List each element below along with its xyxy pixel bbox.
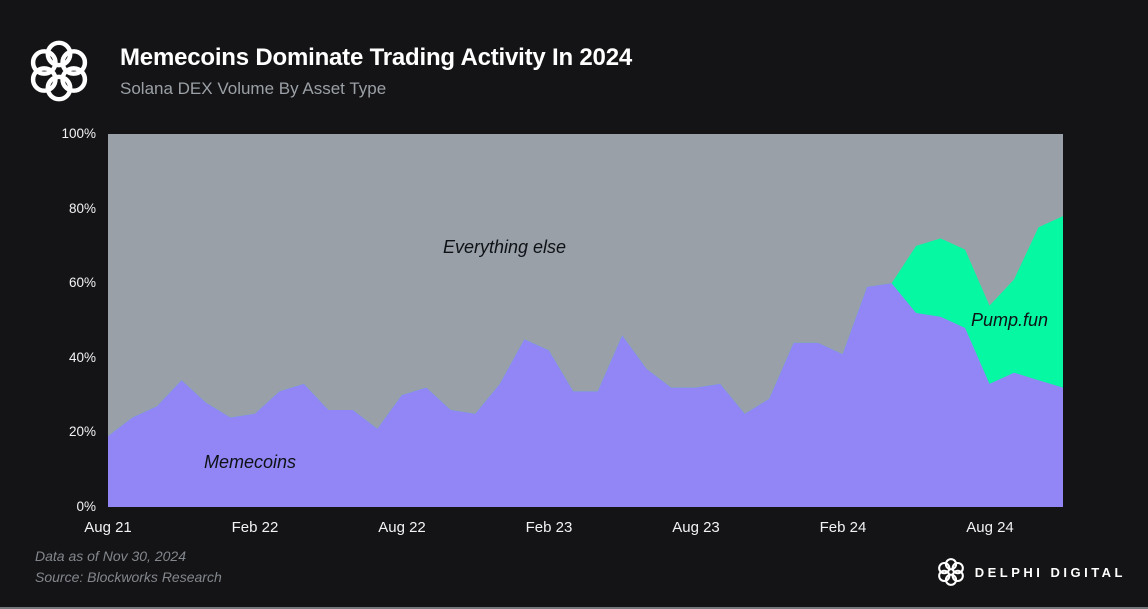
source-note: Source: Blockworks Research: [35, 569, 222, 585]
y-tick-60: 60%: [68, 275, 96, 290]
page-subtitle: Solana DEX Volume By Asset Type: [120, 79, 387, 98]
data-as-of-note: Data as of Nov 30, 2024: [35, 548, 186, 564]
x-tick-aug21: Aug 21: [84, 519, 132, 536]
x-tick-feb24: Feb 24: [819, 519, 867, 536]
chart-areas: [108, 134, 1063, 507]
series-label-pumpfun: Pump.fun: [971, 310, 1049, 330]
x-tick-feb22: Feb 22: [231, 519, 279, 536]
page-title: Memecoins Dominate Trading Activity In 2…: [120, 44, 632, 71]
series-label-memecoins: Memecoins: [204, 452, 297, 472]
y-tick-80: 80%: [68, 201, 96, 216]
y-tick-40: 40%: [68, 350, 96, 365]
x-axis: Aug 21 Feb 22 Aug 22 Feb 23 Aug 23 Feb 2…: [0, 519, 1148, 541]
y-tick-20: 20%: [68, 424, 96, 439]
y-axis: 0% 20% 40% 60% 80% 100%: [0, 0, 96, 609]
brand-wordmark: DELPHI DIGITAL: [974, 564, 1126, 580]
x-tick-aug22: Aug 22: [378, 519, 426, 536]
x-tick-aug23: Aug 23: [672, 519, 720, 536]
series-label-everything-else: Everything else: [443, 237, 567, 257]
y-tick-100: 100%: [61, 126, 96, 141]
x-tick-aug24: Aug 24: [966, 519, 1014, 536]
brand-lockup: DELPHI DIGITAL: [935, 556, 1126, 588]
y-tick-0: 0%: [76, 499, 96, 514]
delphi-knot-logo-icon: [30, 40, 88, 102]
bottom-accent-bar: [0, 607, 1148, 609]
x-tick-feb23: Feb 23: [525, 519, 573, 536]
stacked-area-chart: Everything else Memecoins Pump.fun: [108, 134, 1063, 507]
delphi-knot-small-icon: [937, 558, 964, 586]
